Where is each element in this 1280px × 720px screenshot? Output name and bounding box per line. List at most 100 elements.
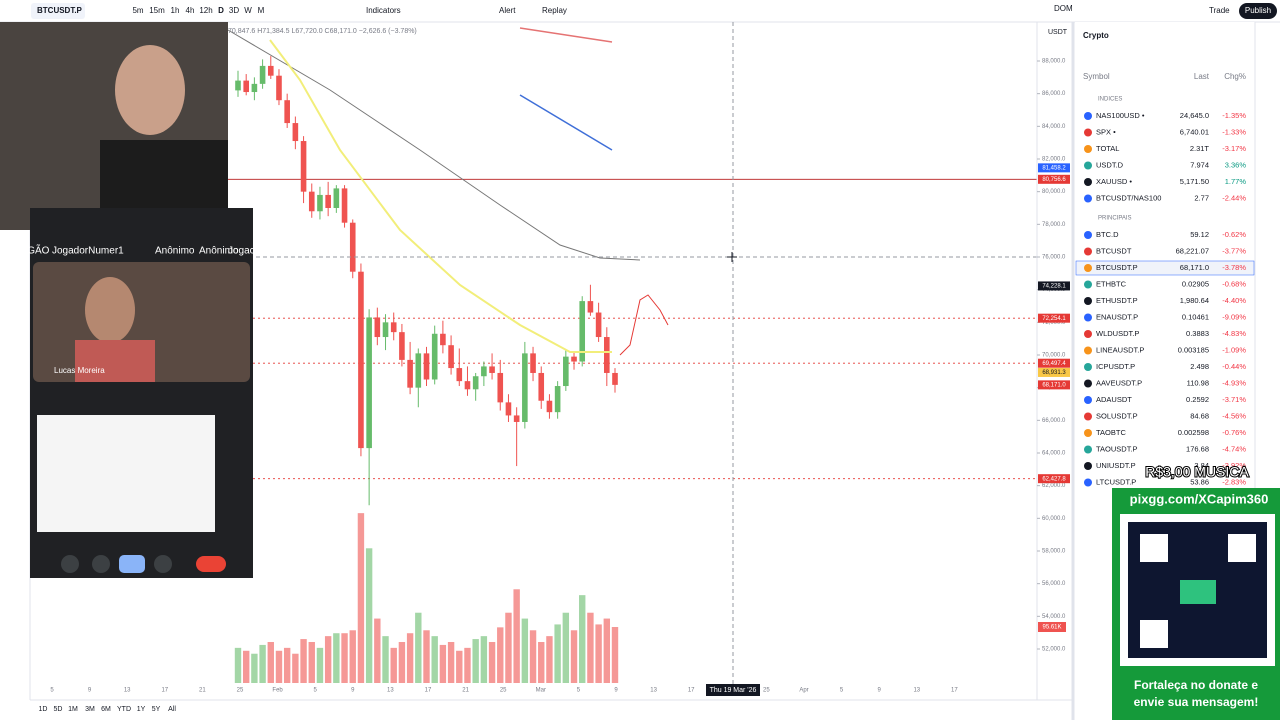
candle-body bbox=[235, 80, 241, 91]
volume-bar bbox=[333, 633, 340, 683]
symbol[interactable]: NAS100USD • bbox=[1096, 111, 1145, 120]
range-button[interactable]: 1D bbox=[39, 706, 48, 713]
range-button[interactable]: All bbox=[168, 706, 176, 713]
candle-body bbox=[284, 100, 290, 124]
symbol-icon bbox=[1084, 445, 1092, 454]
header-chg: Chg% bbox=[1224, 72, 1246, 81]
symbol[interactable]: ETHUSDT.P bbox=[1096, 296, 1138, 305]
candle-body bbox=[448, 345, 454, 369]
interval[interactable]: 12h bbox=[199, 6, 212, 15]
publish-button[interactable]: Publish bbox=[1245, 6, 1271, 15]
interval[interactable]: D bbox=[218, 6, 224, 15]
symbol[interactable]: BTCUSDT/NAS100 bbox=[1096, 193, 1161, 202]
symbol[interactable]: LINEAUSDT.P bbox=[1096, 345, 1144, 354]
volume-bar bbox=[390, 647, 397, 683]
present-button[interactable] bbox=[119, 555, 145, 573]
symbol[interactable]: USDT.D bbox=[1096, 160, 1124, 169]
last-price: 0.3883 bbox=[1186, 329, 1209, 338]
hand-button[interactable] bbox=[154, 555, 172, 573]
volume-bar bbox=[406, 633, 414, 683]
symbol[interactable]: AAVEUSDT.P bbox=[1096, 378, 1142, 387]
symbol[interactable]: XAUUSD • bbox=[1096, 177, 1132, 186]
interval[interactable]: 3D bbox=[229, 6, 239, 15]
symbol[interactable]: ICPUSDT.P bbox=[1096, 362, 1135, 371]
candle-body bbox=[464, 381, 471, 390]
interval[interactable]: 5m bbox=[132, 6, 143, 15]
symbol[interactable]: BTC.D bbox=[1096, 230, 1119, 239]
interval[interactable]: 15m bbox=[149, 6, 165, 15]
volume-bar bbox=[357, 513, 365, 683]
range-button[interactable]: 3M bbox=[85, 706, 95, 713]
symbol[interactable]: TAOUSDT.P bbox=[1096, 444, 1138, 453]
symbol[interactable]: ENAUSDT.P bbox=[1096, 312, 1138, 321]
range-button[interactable]: 5Y bbox=[152, 706, 161, 713]
volume-bar bbox=[300, 639, 307, 683]
indicators-button[interactable]: Indicators bbox=[366, 6, 401, 15]
hangup-button[interactable] bbox=[196, 556, 226, 572]
ma-red bbox=[519, 27, 613, 43]
participant-name: JogadorNumer1 bbox=[52, 246, 124, 257]
symbol[interactable]: WLDUSDT.P bbox=[1096, 329, 1139, 338]
publish-box[interactable] bbox=[1239, 3, 1277, 19]
range-button[interactable]: 1M bbox=[68, 706, 78, 713]
symbol[interactable]: ADAUSDT bbox=[1096, 395, 1132, 404]
change: -4.93% bbox=[1222, 378, 1246, 387]
mic-button[interactable] bbox=[61, 555, 79, 573]
x-tick-label: 25 bbox=[763, 688, 770, 694]
change: -3.77% bbox=[1222, 246, 1246, 255]
symbol[interactable]: ETHBTC bbox=[1096, 279, 1127, 288]
watchlist-title[interactable]: Crypto bbox=[1083, 31, 1109, 40]
symbol[interactable]: BTCUSDT.P bbox=[37, 6, 83, 15]
volume-bar bbox=[316, 647, 324, 683]
symbol-icon bbox=[1084, 313, 1092, 322]
interval[interactable]: W bbox=[244, 6, 252, 15]
x-tick-label: 13 bbox=[913, 688, 920, 694]
x-tick-label: 21 bbox=[199, 688, 206, 694]
interval[interactable]: 1h bbox=[171, 6, 180, 15]
price-label-box bbox=[1038, 358, 1070, 368]
x-tick-label: Apr bbox=[799, 688, 808, 694]
alert-button[interactable]: Alert bbox=[499, 6, 516, 15]
ohlc-header: 70,847.6 H71,384.5 L67,720.0 C68,171.0 −… bbox=[228, 28, 417, 35]
last-price: 176.68 bbox=[1186, 444, 1209, 453]
trade-button[interactable]: Trade bbox=[1209, 6, 1230, 15]
camera-button[interactable] bbox=[92, 555, 110, 573]
x-tick-label: 9 bbox=[351, 688, 355, 694]
symbol[interactable]: SOLUSDT.P bbox=[1096, 411, 1138, 420]
symbol[interactable]: LTCUSDT.P bbox=[1096, 477, 1136, 486]
symbol-icon bbox=[1084, 264, 1092, 272]
volume-bar bbox=[603, 618, 611, 683]
symbol-box[interactable] bbox=[31, 3, 85, 19]
symbol[interactable]: BTCUSDT bbox=[1096, 246, 1132, 255]
symbol[interactable]: UNIUSDT.P bbox=[1096, 461, 1136, 470]
y-tick-label: 62,000.0 bbox=[1042, 483, 1066, 489]
candle-body bbox=[382, 322, 389, 338]
symbol[interactable]: SPX • bbox=[1096, 127, 1116, 136]
interval[interactable]: M bbox=[258, 6, 265, 15]
x-tick-label: 13 bbox=[387, 688, 394, 694]
interval[interactable]: 4h bbox=[186, 6, 195, 15]
candle-body bbox=[604, 337, 610, 373]
y-tick-label: 54,000.0 bbox=[1042, 614, 1066, 620]
ma-gray bbox=[227, 29, 641, 261]
symbol-icon bbox=[1084, 412, 1092, 421]
price-label: 81,458.2 bbox=[1042, 165, 1066, 171]
replay-button[interactable]: Replay bbox=[542, 6, 567, 15]
symbol-icon bbox=[1084, 280, 1092, 289]
range-button[interactable]: 5D bbox=[54, 706, 63, 713]
last-price: 2.77 bbox=[1194, 193, 1209, 202]
range-button[interactable]: 1Y bbox=[137, 706, 146, 713]
volume-bar bbox=[611, 627, 619, 683]
symbol[interactable]: BTCUSDT.P bbox=[1096, 263, 1138, 272]
volume-bar bbox=[382, 636, 389, 683]
x-tick-label: 13 bbox=[124, 688, 131, 694]
symbol[interactable]: TAOBTC bbox=[1096, 428, 1126, 437]
candle-body bbox=[530, 353, 536, 373]
symbol-icon bbox=[1084, 231, 1092, 239]
symbol[interactable]: TOTAL bbox=[1096, 144, 1119, 153]
dom-button[interactable]: DOM bbox=[1054, 4, 1073, 13]
range-button[interactable]: 6M bbox=[101, 706, 111, 713]
volume-bar bbox=[275, 650, 283, 683]
qr-finder bbox=[1140, 534, 1168, 562]
range-button[interactable]: YTD bbox=[117, 706, 131, 713]
